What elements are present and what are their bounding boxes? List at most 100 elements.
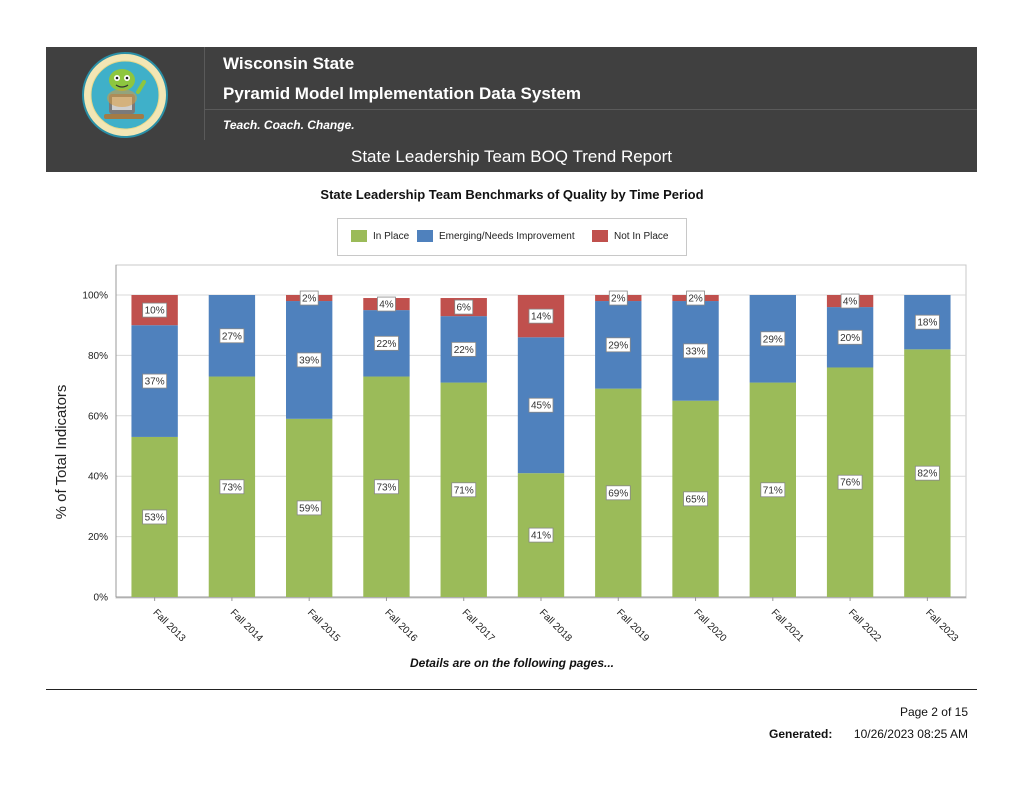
data-label-box: [760, 482, 786, 498]
x-tick-label: Fall 2014: [228, 607, 265, 644]
x-tick-label: Fall 2023: [923, 607, 960, 644]
data-label: 69%: [608, 488, 628, 499]
legend-swatch: [351, 230, 367, 243]
data-label: 33%: [686, 346, 706, 357]
data-label-box: [683, 343, 708, 359]
data-label-box: [374, 479, 399, 495]
data-label: 76%: [840, 478, 860, 489]
x-tick-label: Fall 2020: [691, 607, 728, 644]
chart-title: State Leadership Team Benchmarks of Qual…: [320, 187, 704, 202]
data-label-box: [142, 373, 168, 389]
data-label: 22%: [376, 339, 396, 350]
legend-item-not-in-place: Not In Place: [592, 230, 668, 244]
legend-label: In Place: [373, 231, 410, 242]
data-label: 29%: [608, 340, 628, 351]
data-label-box: [296, 352, 322, 368]
data-label-box: [296, 500, 322, 516]
data-label: 71%: [763, 485, 783, 496]
data-label-box: [374, 335, 399, 351]
data-label: 2%: [302, 294, 317, 305]
y-tick-label: 60%: [88, 411, 108, 422]
banner-divider: [204, 47, 205, 140]
data-label-box: [219, 479, 245, 495]
data-label-box: [299, 290, 319, 306]
data-label-box: [683, 491, 708, 507]
data-label: 6%: [457, 303, 472, 314]
y-axis-title: % of Total Indicators: [53, 385, 70, 520]
generated-timestamp: 10/26/2023 08:25 AM: [853, 727, 968, 741]
data-label: 20%: [840, 333, 860, 344]
data-label: 53%: [145, 512, 165, 523]
x-tick-label: Fall 2022: [846, 607, 883, 644]
data-label: 4%: [379, 300, 394, 311]
data-label-box: [142, 509, 168, 525]
footer-divider: [46, 689, 977, 690]
legend-swatch: [592, 230, 608, 243]
x-tick-label: Fall 2016: [382, 607, 419, 644]
x-tick-label: Fall 2013: [151, 607, 188, 644]
data-label-box: [528, 527, 554, 543]
page-number: Page 2 of 15: [899, 705, 968, 719]
turtle-logo-icon: [82, 52, 168, 138]
data-label-box: [219, 328, 245, 344]
data-label: 71%: [454, 485, 474, 496]
data-label: 10%: [145, 306, 165, 317]
data-label-box: [914, 465, 940, 481]
state-name: Wisconsin State: [223, 54, 355, 73]
legend-item-in-place: In Place: [351, 230, 409, 244]
x-tick-label: Fall 2015: [305, 607, 342, 644]
data-label: 73%: [222, 482, 242, 493]
data-label-box: [528, 397, 554, 413]
data-label: 39%: [299, 355, 319, 366]
legend-label: Emerging/Needs Improvement: [439, 231, 575, 242]
legend-label: Not In Place: [614, 231, 669, 242]
report-title: State Leadership Team BOQ Trend Report: [351, 147, 672, 166]
y-tick-label: 100%: [82, 291, 108, 302]
data-label-box: [451, 482, 477, 498]
data-label-box: [377, 296, 396, 312]
y-tick-label: 20%: [88, 532, 108, 543]
data-label-box: [837, 474, 863, 490]
data-label-box: [142, 302, 168, 318]
legend-item-emerging: Emerging/Needs Improvement: [417, 230, 575, 244]
data-label: 18%: [917, 318, 937, 329]
data-label: 27%: [222, 331, 242, 342]
legend-swatch: [417, 230, 433, 243]
data-label-box: [914, 314, 940, 330]
data-label-box: [454, 299, 474, 315]
data-label: 45%: [531, 401, 551, 412]
y-tick-label: 40%: [88, 472, 108, 483]
y-tick-label: 0%: [94, 593, 109, 604]
data-label: 59%: [299, 503, 319, 514]
data-label-box: [608, 290, 628, 306]
generated-label: Generated:: [769, 727, 833, 741]
x-tick-label: Fall 2018: [537, 607, 574, 644]
x-tick-label: Fall 2021: [769, 607, 806, 644]
data-label: 41%: [531, 531, 551, 542]
report-banner: Wisconsin State Pyramid Model Implementa…: [46, 47, 977, 172]
data-label: 22%: [454, 345, 474, 356]
data-label: 37%: [145, 377, 165, 388]
data-label: 2%: [611, 294, 626, 305]
data-label-box: [837, 329, 863, 345]
tagline: Teach. Coach. Change.: [223, 118, 355, 132]
data-label-box: [760, 331, 786, 347]
x-tick-label: Fall 2019: [614, 607, 651, 644]
data-label-box: [528, 308, 554, 324]
data-label-box: [605, 337, 631, 353]
data-label: 4%: [843, 297, 858, 308]
x-tick-label: Fall 2017: [460, 607, 497, 644]
data-label: 14%: [531, 312, 551, 323]
data-label: 73%: [376, 482, 396, 493]
data-label-box: [840, 293, 860, 309]
data-label: 2%: [688, 294, 703, 305]
data-label: 29%: [763, 334, 783, 345]
y-tick-label: 80%: [88, 351, 108, 362]
banner-divider: [204, 109, 977, 110]
details-note: Details are on the following pages...: [409, 656, 615, 670]
data-label: 82%: [917, 469, 937, 480]
chart-legend: In Place Emerging/Needs Improvement Not …: [337, 218, 687, 256]
data-label-box: [451, 341, 477, 357]
data-label: 65%: [686, 494, 706, 505]
